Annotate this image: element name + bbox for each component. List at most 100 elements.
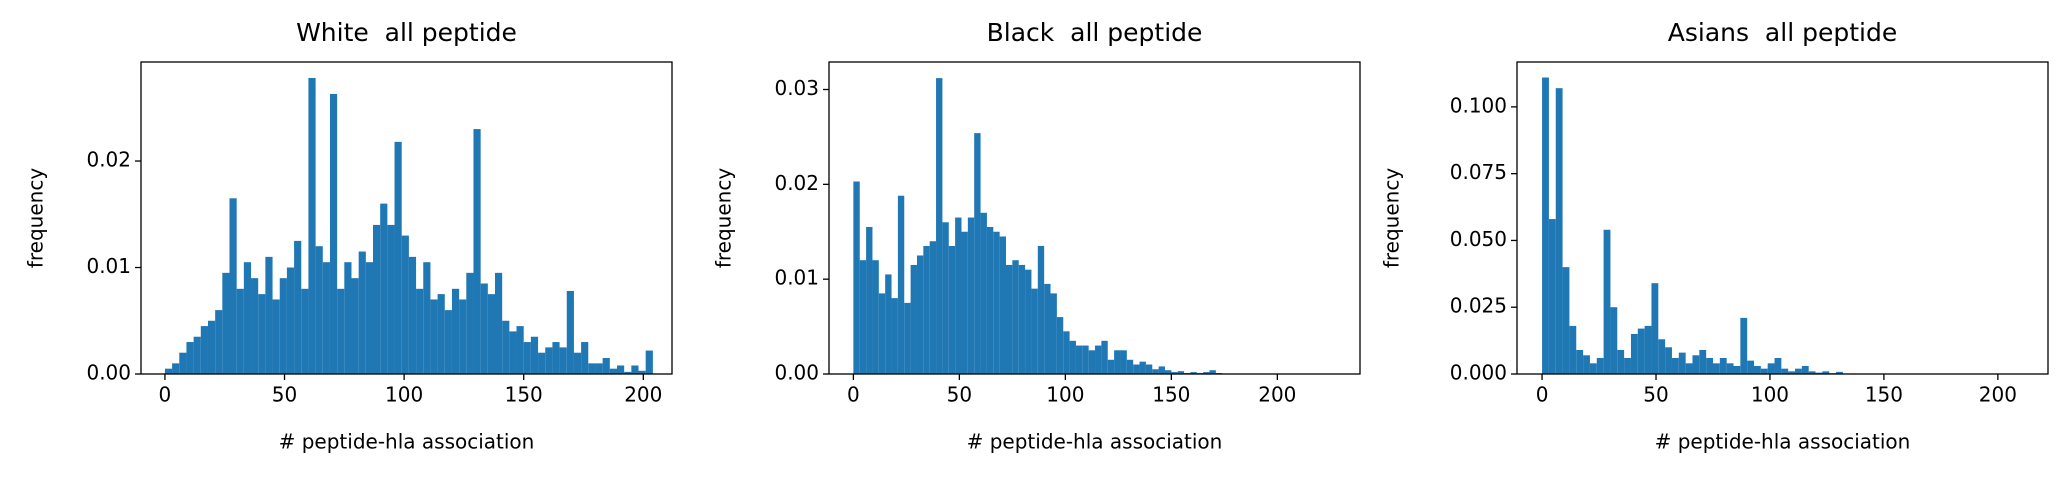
- bar: [509, 331, 517, 374]
- x-tick-label: 150: [1152, 383, 1190, 407]
- bar: [1209, 370, 1216, 374]
- bar: [1774, 357, 1782, 374]
- y-tick-label: 0.100: [1450, 93, 1507, 117]
- bar: [1726, 363, 1734, 374]
- bar: [1006, 264, 1013, 374]
- y-tick-label: 0.01: [86, 254, 131, 278]
- bar: [1801, 365, 1809, 374]
- bar: [986, 227, 994, 374]
- bar: [437, 294, 445, 374]
- bar: [1139, 361, 1146, 374]
- bar: [1685, 363, 1693, 374]
- y-axis-label: frequency: [712, 168, 736, 268]
- bar: [980, 212, 987, 374]
- bar: [942, 222, 949, 374]
- bar: [1712, 363, 1720, 374]
- chart-title: White all peptide: [296, 18, 517, 47]
- y-tick-label: 0.02: [774, 171, 819, 195]
- bar: [602, 358, 610, 374]
- bar: [1733, 365, 1741, 374]
- bar: [885, 274, 892, 374]
- bar: [1651, 283, 1659, 374]
- bar: [545, 347, 553, 374]
- bar: [1031, 288, 1038, 374]
- y-tick-label: 0.02: [86, 148, 131, 172]
- bar: [1740, 317, 1748, 374]
- x-tick-label: 0: [847, 383, 860, 407]
- bar: [1719, 357, 1727, 374]
- bar: [916, 255, 924, 374]
- bar: [251, 278, 259, 374]
- bar: [1120, 350, 1127, 374]
- bar: [1637, 328, 1645, 374]
- bar: [451, 288, 460, 374]
- x-tick-label: 150: [505, 383, 543, 407]
- bar: [999, 236, 1006, 374]
- bar: [308, 77, 316, 375]
- bar: [1171, 372, 1178, 374]
- bar: [1760, 368, 1768, 374]
- bar: [1562, 267, 1570, 374]
- bar: [294, 240, 302, 374]
- bar: [878, 293, 886, 374]
- bar: [1624, 357, 1631, 374]
- bar: [1063, 331, 1070, 374]
- bar: [430, 299, 438, 374]
- bar: [301, 288, 309, 374]
- bar: [179, 352, 187, 374]
- bar: [337, 288, 345, 374]
- bar: [948, 245, 956, 374]
- bar: [974, 133, 981, 374]
- bar: [1589, 363, 1597, 374]
- bar: [923, 245, 930, 374]
- bar: [444, 310, 452, 374]
- bar: [279, 278, 287, 374]
- bar: [853, 181, 860, 374]
- bar: [961, 231, 968, 374]
- bar: [1107, 359, 1115, 374]
- bar: [523, 342, 531, 374]
- bar: [380, 203, 388, 374]
- bar: [967, 217, 975, 374]
- bar: [1610, 307, 1618, 374]
- bar: [897, 195, 905, 374]
- x-tick-label: 50: [272, 383, 297, 407]
- y-tick-label: 0.03: [774, 76, 819, 100]
- bar: [530, 336, 539, 374]
- bar: [315, 246, 323, 374]
- bar: [1145, 364, 1153, 374]
- bar: [1050, 293, 1057, 374]
- bar: [538, 352, 546, 374]
- bar: [172, 363, 180, 374]
- bar: [936, 78, 943, 374]
- x-tick-label: 100: [1751, 383, 1789, 407]
- bar: [1095, 345, 1102, 374]
- bar: [1012, 260, 1019, 374]
- bar: [1583, 355, 1590, 374]
- bar: [1044, 283, 1051, 374]
- y-tick-label: 0.000: [1450, 361, 1507, 385]
- x-tick-label: 50: [947, 383, 972, 407]
- bar: [473, 129, 481, 374]
- bar: [351, 278, 359, 374]
- bar: [1548, 219, 1556, 374]
- bar: [1781, 368, 1789, 374]
- y-tick-label: 0.01: [774, 266, 819, 290]
- bar: [1152, 369, 1159, 374]
- bar: [265, 256, 273, 374]
- bar: [631, 365, 639, 374]
- bar: [595, 363, 603, 374]
- bar: [1114, 350, 1121, 374]
- bar: [1706, 357, 1713, 374]
- bar: [387, 224, 395, 374]
- bar: [1088, 350, 1096, 374]
- bar: [466, 272, 474, 374]
- plot-frame: [828, 61, 1361, 375]
- bar: [573, 352, 582, 374]
- bar: [401, 235, 409, 374]
- bar: [1815, 372, 1823, 374]
- x-tick-label: 200: [1258, 383, 1296, 407]
- bar: [1754, 365, 1761, 374]
- bar: [1203, 372, 1210, 374]
- bar: [1025, 269, 1032, 374]
